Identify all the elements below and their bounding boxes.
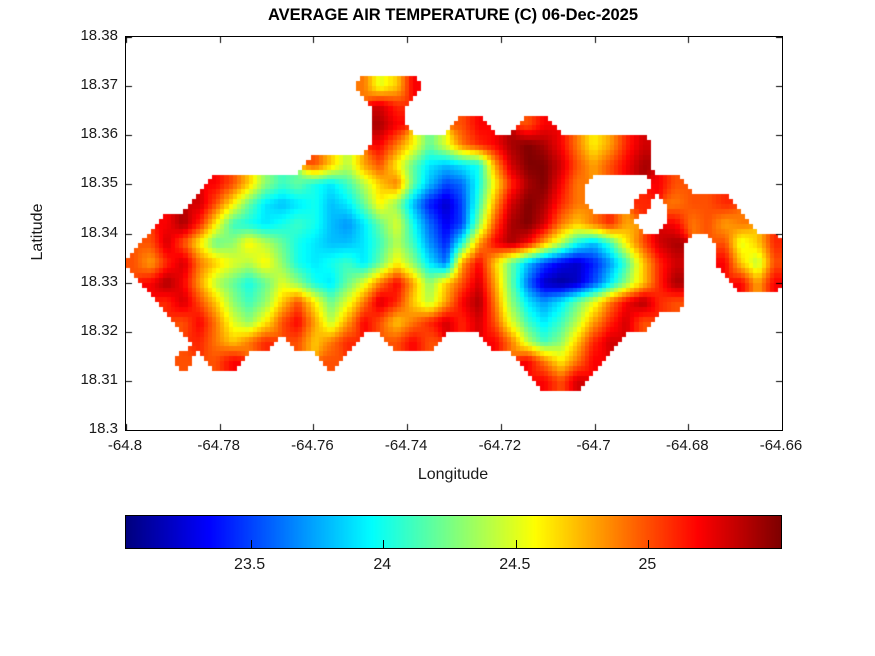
- y-axis-tick-label: 18.38: [80, 27, 118, 44]
- y-axis-tick-label: 18.31: [80, 370, 118, 388]
- colorbar: [125, 515, 782, 549]
- y-axis-tick-label: 18.33: [80, 272, 118, 290]
- x-axis-label: Longitude: [417, 466, 489, 483]
- y-axis-label: Latitude: [29, 203, 46, 261]
- x-axis-tick-label: -64.68: [666, 437, 709, 454]
- colorbar-tick-label: 23.5: [234, 556, 266, 573]
- colorbar-tick: [648, 540, 650, 548]
- x-axis-tick-label: -64.74: [384, 437, 428, 454]
- x-axis-tick-label: -64.8: [107, 437, 143, 454]
- x-axis-tick-label: -64.7: [576, 437, 611, 454]
- y-axis-tick-label: 18.36: [80, 125, 118, 143]
- y-axis-tick-label: 18.37: [80, 76, 118, 94]
- x-axis-tick-label: -64.72: [478, 437, 522, 454]
- y-axis-tick-label: 18.32: [80, 321, 118, 339]
- x-axis-tick-label: -64.76: [291, 437, 334, 454]
- colorbar-gradient-canvas: [126, 516, 781, 548]
- plot-area: [125, 36, 783, 431]
- colorbar-tick-label: 24: [373, 556, 392, 573]
- x-axis-tick-label: -64.66: [759, 437, 803, 454]
- colorbar-tick: [383, 540, 385, 548]
- colorbar-tick: [250, 540, 252, 548]
- heatmap-canvas: [126, 37, 782, 430]
- y-axis-tick-label: 18.34: [80, 223, 118, 241]
- y-axis-tick-label: 18.35: [80, 174, 118, 192]
- colorbar-tick-label: 25: [638, 556, 657, 573]
- colorbar-tick-label: 24.5: [499, 556, 531, 573]
- colorbar-tick: [515, 540, 517, 548]
- chart-title: AVERAGE AIR TEMPERATURE (C) 06-Dec-2025: [267, 6, 639, 24]
- y-axis-tick-label: 18.3: [88, 420, 118, 437]
- x-axis-tick-label: -64.78: [197, 437, 240, 454]
